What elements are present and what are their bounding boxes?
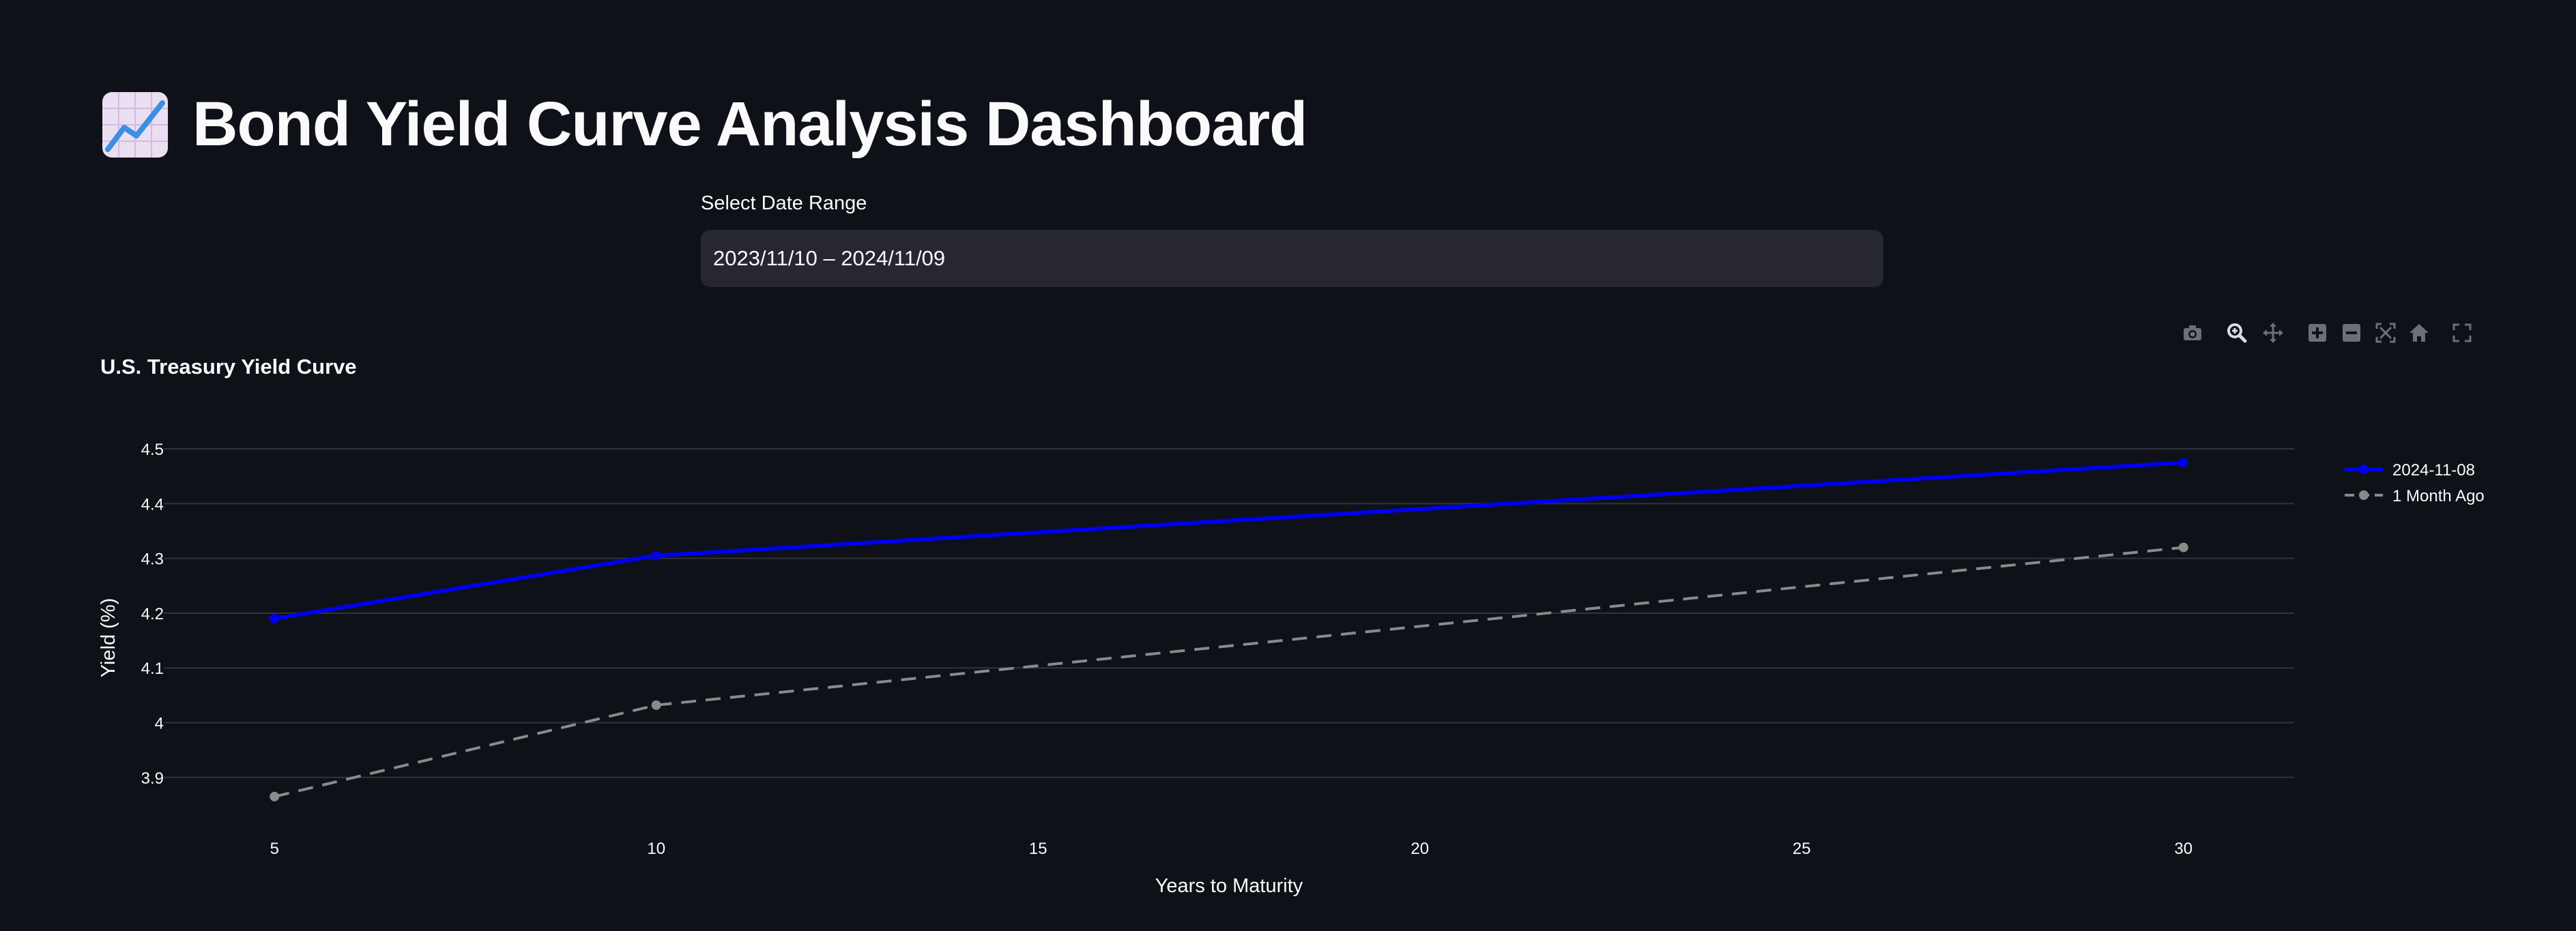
- y-tick-label: 4.5: [141, 441, 164, 459]
- y-tick-label: 4.2: [141, 605, 164, 623]
- y-axis-title: Yield (%): [98, 598, 119, 678]
- x-axis-title: Years to Maturity: [1155, 875, 1303, 897]
- x-tick-label: 15: [1029, 840, 1047, 858]
- legend-label[interactable]: 1 Month Ago: [2392, 487, 2485, 505]
- camera-icon[interactable]: [2180, 321, 2205, 345]
- chart-title: U.S. Treasury Yield Curve: [100, 355, 357, 379]
- header: Bond Yield Curve Analysis Dashboard: [102, 89, 1307, 160]
- date-range-picker: Select Date Range 2023/11/10 – 2024/11/0…: [701, 192, 1883, 287]
- y-tick-label: 4.1: [141, 660, 164, 678]
- x-tick-label: 10: [647, 840, 665, 858]
- zoom-icon[interactable]: [2225, 321, 2249, 345]
- legend-label[interactable]: 2024-11-08: [2392, 461, 2475, 479]
- series-line: [274, 460, 2184, 621]
- data-point: [2178, 542, 2188, 552]
- y-tick-label: 4: [155, 715, 164, 733]
- legend-marker: [2359, 490, 2369, 500]
- data-point: [2178, 458, 2188, 468]
- page-title: Bond Yield Curve Analysis Dashboard: [192, 89, 1307, 159]
- series-line: [274, 546, 2184, 798]
- legend-marker: [2359, 464, 2369, 474]
- date-range-input[interactable]: 2023/11/10 – 2024/11/09: [701, 230, 1883, 287]
- pan-icon[interactable]: [2261, 321, 2285, 345]
- x-tick-label: 30: [2174, 840, 2193, 858]
- chart-increasing-icon: [102, 91, 168, 158]
- y-tick-label: 4.4: [141, 495, 164, 514]
- y-tick-label: 3.9: [141, 769, 164, 788]
- data-point: [270, 791, 280, 801]
- data-point: [651, 550, 661, 561]
- x-tick-label: 25: [1793, 840, 1811, 858]
- autoscale-icon[interactable]: [2373, 321, 2398, 345]
- y-tick-label: 4.3: [141, 550, 164, 569]
- zoom-in-icon[interactable]: [2305, 321, 2330, 345]
- data-point: [651, 700, 661, 710]
- data-point: [270, 613, 280, 623]
- x-tick-label: 5: [270, 840, 279, 858]
- reset-axes-icon[interactable]: [2407, 321, 2431, 345]
- date-range-label: Select Date Range: [701, 192, 867, 214]
- zoom-out-icon[interactable]: [2339, 321, 2364, 345]
- fullscreen-icon[interactable]: [2450, 321, 2474, 345]
- x-tick-label: 20: [1410, 840, 1429, 858]
